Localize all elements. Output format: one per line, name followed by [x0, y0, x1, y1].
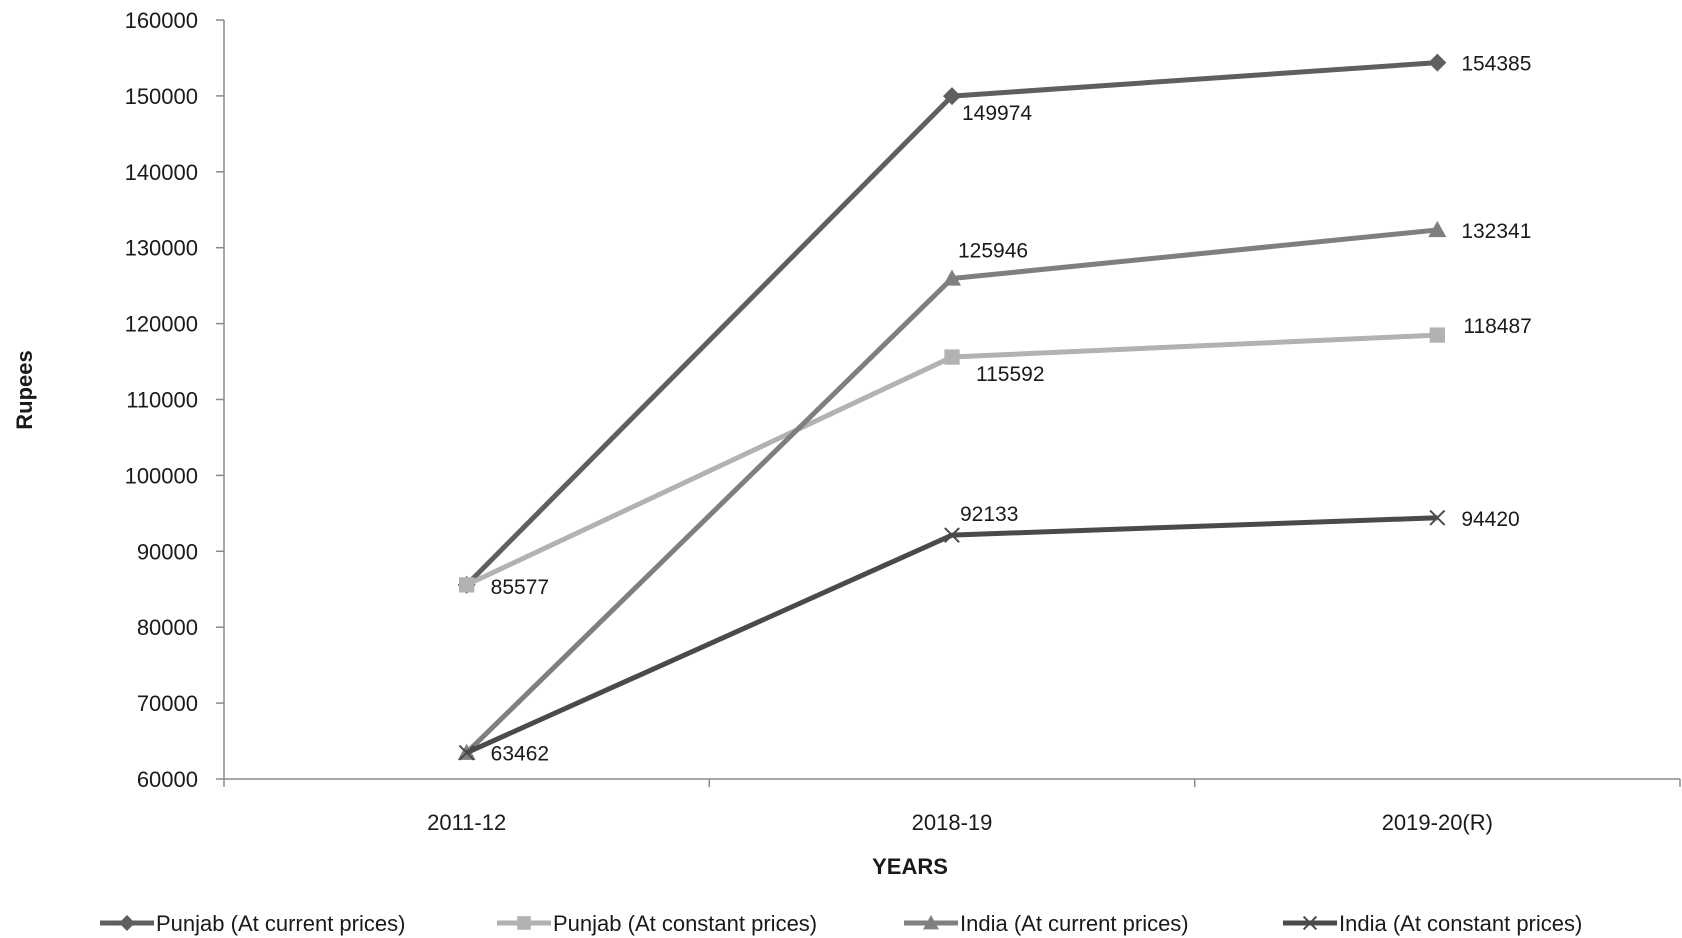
- series-line: [464, 60, 1438, 587]
- y-tick-label: 160000: [125, 8, 198, 33]
- data-label: 85577: [491, 576, 549, 599]
- series-2: [459, 327, 1445, 593]
- y-tick-label: 120000: [125, 312, 198, 337]
- series-4: [458, 509, 1446, 761]
- y-axis: 60000 70000 80000 90000 100000 110000 120000 13…: [125, 8, 225, 792]
- data-point-marker: [1428, 220, 1447, 238]
- data-label: 154385: [1461, 53, 1531, 76]
- data-point-marker: [1429, 327, 1445, 343]
- y-tick-label: 130000: [125, 236, 198, 261]
- y-tick-label: 140000: [125, 160, 198, 185]
- data-label: 94420: [1461, 508, 1519, 531]
- legend-marker: [517, 916, 531, 930]
- data-point-marker: [944, 527, 960, 544]
- data-label: 92133: [960, 503, 1018, 526]
- legend-item-3: India (At current prices): [904, 911, 1189, 936]
- data-labels: 149974 154385 85577 115592 118487 125946 13234…: [491, 53, 1532, 766]
- data-point-marker: [459, 577, 475, 593]
- data-point-marker: [944, 349, 960, 365]
- y-axis-title: Rupees: [12, 350, 37, 429]
- data-label: 118487: [1463, 315, 1532, 338]
- y-tick-label: 60000: [137, 767, 198, 792]
- x-tick-label: 2018-19: [912, 810, 993, 835]
- legend-marker: [923, 915, 939, 930]
- y-tick-label: 70000: [137, 691, 198, 716]
- series-layer: [457, 53, 1447, 761]
- legend-item-1: Punjab (At current prices): [100, 911, 405, 936]
- x-tick-label: 2011-12: [427, 810, 506, 835]
- x-tick-label: 2019-20(R): [1382, 810, 1493, 835]
- legend-marker: [119, 915, 135, 931]
- data-point-marker-stroke-b: [1429, 509, 1446, 526]
- x-axis-title: YEARS: [872, 854, 948, 879]
- series-line: [465, 515, 1438, 756]
- legend-marker: [1302, 915, 1318, 931]
- y-tick-label: 150000: [125, 84, 198, 109]
- data-point-marker: [943, 269, 961, 286]
- data-label: 149974: [962, 102, 1032, 125]
- y-tick-label: 80000: [137, 615, 198, 640]
- legend-item-2: Punjab (At constant prices): [497, 911, 817, 936]
- series-1: [457, 53, 1447, 594]
- data-label: 132341: [1461, 220, 1531, 243]
- data-label: 125946: [958, 239, 1028, 262]
- data-point-marker-stroke-b: [458, 744, 475, 761]
- data-point-marker: [943, 87, 961, 106]
- y-tick-label: 90000: [137, 539, 198, 564]
- data-point-marker-stroke-b: [944, 527, 960, 544]
- y-tick-label: 100000: [125, 463, 198, 488]
- data-point-marker: [458, 744, 475, 761]
- data-point-marker: [1429, 509, 1446, 526]
- legend-label: India (At constant prices): [1339, 911, 1582, 936]
- x-axis: 2011-12 2018-19 2019-20(R): [223, 778, 1681, 835]
- series-line: [465, 332, 1438, 588]
- series-line: [464, 227, 1438, 755]
- data-label: 63462: [491, 743, 549, 766]
- legend-label: Punjab (At constant prices): [553, 911, 817, 936]
- data-point-marker: [1428, 53, 1447, 72]
- data-label: 115592: [976, 363, 1045, 386]
- legend-item-4: India (At constant prices): [1283, 911, 1582, 936]
- y-tick-label: 110000: [126, 388, 198, 413]
- series-3: [457, 220, 1447, 760]
- legend-label: Punjab (At current prices): [156, 911, 405, 936]
- legend: Punjab (At current prices) Punjab (At con…: [100, 911, 1582, 936]
- legend-marker-stroke-b: [1302, 915, 1318, 931]
- legend-label: India (At current prices): [960, 911, 1189, 936]
